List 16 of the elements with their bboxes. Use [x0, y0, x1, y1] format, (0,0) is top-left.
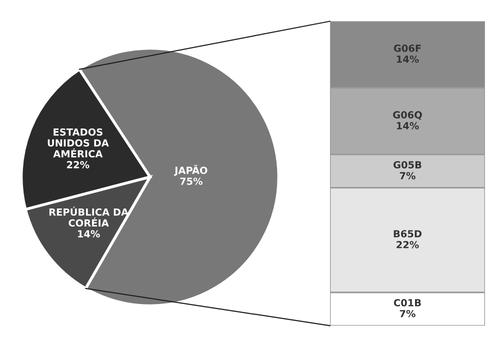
series-label: B65D — [394, 230, 422, 238]
data-label: 14% — [78, 230, 100, 238]
series-label: C01B — [394, 299, 421, 306]
slice-label: REPÚBLICA DA CORÉIA — [49, 206, 129, 227]
series-label: G06F — [394, 44, 421, 52]
series-label: G05B — [394, 161, 422, 168]
data-label: 22% — [396, 240, 419, 248]
slice-label: ESTADOS UNIDOS DA AMÉRICA — [48, 128, 109, 158]
series-label: G06Q — [393, 111, 422, 120]
data-label: 75% — [180, 178, 202, 185]
data-label: 14% — [396, 55, 419, 63]
slice-label: JAPÃO — [174, 164, 208, 176]
data-label: 14% — [396, 122, 419, 130]
data-label: 7% — [400, 172, 416, 180]
data-label: 7% — [400, 310, 416, 318]
data-label: 22% — [67, 161, 90, 168]
